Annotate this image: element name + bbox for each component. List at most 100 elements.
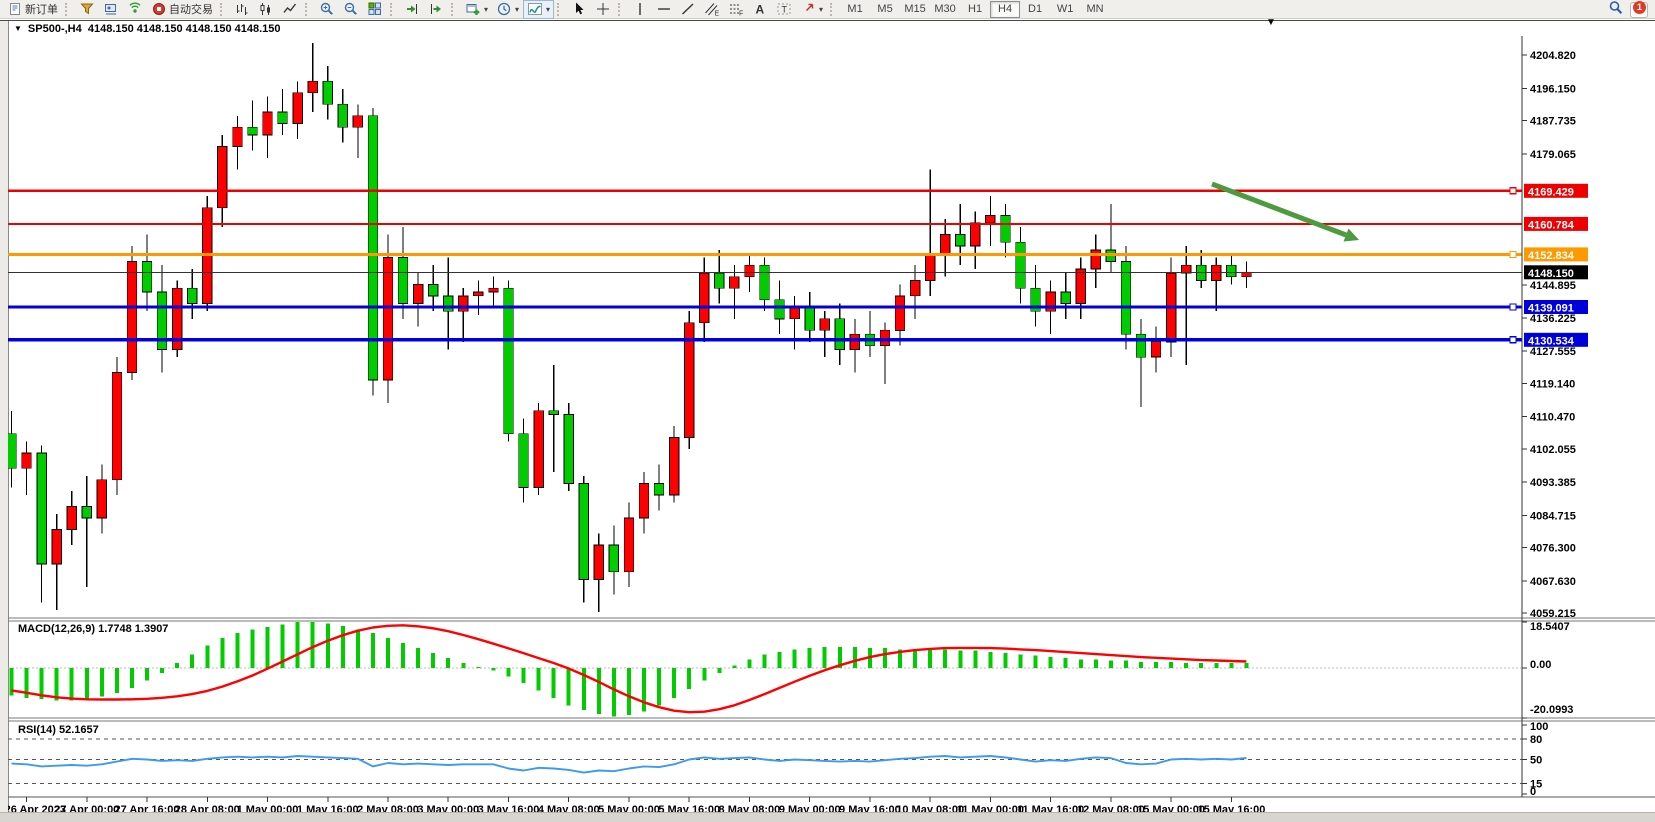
bull-candle: [1211, 264, 1222, 281]
tile-windows-button[interactable]: [363, 0, 387, 19]
arrow-head: [1343, 228, 1360, 242]
indicators-button[interactable]: ▾: [523, 0, 555, 19]
cursor-button[interactable]: [567, 0, 591, 19]
chart-bars-button[interactable]: [230, 0, 254, 19]
zoom-out-button[interactable]: [339, 0, 363, 19]
search-icon: [1609, 0, 1623, 14]
bear-candle: [1135, 333, 1147, 358]
chevron-down-icon[interactable]: ▾: [484, 4, 489, 14]
navigator-button[interactable]: [123, 0, 147, 19]
bull-candle: [894, 295, 906, 331]
bear-candle: [277, 111, 288, 124]
toolbar-separator: [451, 2, 457, 16]
fibonacci-button[interactable]: F: [724, 0, 748, 19]
axis-label: 50: [1530, 755, 1542, 767]
candles-group: [8, 43, 1252, 612]
chart-line-button[interactable]: [278, 0, 302, 19]
chevron-down-icon[interactable]: ▾: [515, 4, 520, 14]
periods-button[interactable]: ▾: [492, 0, 523, 19]
channel-button[interactable]: E: [700, 0, 724, 19]
new-chart-button[interactable]: ▾: [461, 0, 492, 19]
bull-candle: [1241, 271, 1252, 278]
new-order-button[interactable]: 新订单: [3, 0, 62, 19]
time-label: 9 May 00:00: [779, 804, 841, 812]
crosshair-button[interactable]: [591, 0, 615, 19]
chart-title-bar: ▼ SP500-,H4 4148.150 4148.150 4148.150 4…: [9, 21, 1655, 36]
bear-candle: [36, 452, 47, 565]
notification-button[interactable]: 1: [1630, 1, 1648, 18]
collapse-triangle-icon[interactable]: ▼: [14, 24, 22, 33]
trend-arrow-object[interactable]: [1211, 181, 1360, 242]
timeframe-mn-button[interactable]: MN: [1086, 2, 1104, 15]
bull-candle: [1150, 341, 1162, 358]
data-window-button[interactable]: [99, 0, 123, 19]
timeframe-m30-button[interactable]: M30: [934, 2, 956, 15]
timeframe-m1-button[interactable]: M1: [847, 2, 863, 15]
axis-label: 4093.385: [1530, 477, 1576, 489]
price-axis[interactable]: 4204.820 4196.150 4187.735 4179.065 4144.895…: [1522, 50, 1588, 798]
line-handle[interactable]: [1509, 187, 1517, 195]
svg-text:T: T: [782, 5, 788, 15]
line-handle[interactable]: [1509, 250, 1517, 258]
price-label-box: [1524, 247, 1588, 262]
bear-candle: [518, 433, 529, 488]
axis-label: 0: [1530, 786, 1536, 798]
trendline-button[interactable]: [676, 0, 700, 19]
time-label: 15 May 00:00: [1137, 804, 1205, 812]
auto-scroll-button[interactable]: [400, 0, 424, 19]
search-button[interactable]: [1608, 0, 1624, 19]
time-label: 11 May 00:00: [957, 804, 1024, 812]
market-watch-button[interactable]: [75, 0, 99, 19]
autotrading-button-label: 自动交易: [169, 4, 213, 16]
text-button[interactable]: A: [748, 0, 772, 19]
bull-candle: [111, 372, 123, 481]
chart-canvas[interactable]: 4204.820 4196.150 4187.735 4179.065 4144.895…: [8, 36, 1655, 812]
vertical-line-button[interactable]: [628, 0, 652, 19]
rsi-panel[interactable]: [8, 738, 1522, 785]
bear-candle: [367, 115, 379, 381]
line-handle[interactable]: [1509, 303, 1517, 311]
text-label-button[interactable]: T: [772, 0, 796, 19]
bear-candle: [1000, 214, 1011, 243]
axis-label: 4144.895: [1530, 280, 1576, 292]
horizontal-line-button[interactable]: [652, 0, 676, 19]
main-price-panel[interactable]: [8, 43, 1252, 612]
bull-candle: [940, 234, 951, 255]
bull-candle: [292, 92, 303, 124]
autotrading-button[interactable]: 自动交易: [147, 0, 217, 19]
price-label-text: 4148.150: [1528, 268, 1574, 280]
bull-candle: [458, 295, 469, 312]
chart-candles-button[interactable]: [254, 0, 278, 19]
timeframe-m15-button[interactable]: M15: [904, 2, 926, 15]
window-frame-top: [0, 20, 1655, 21]
timeframe-w1-button[interactable]: W1: [1056, 2, 1074, 15]
bull-candle: [910, 280, 921, 297]
arrows-button[interactable]: ▾: [796, 0, 827, 19]
timeframe-h1-button[interactable]: H1: [968, 2, 983, 15]
timeframe-m5-button[interactable]: M5: [877, 2, 893, 15]
timeframe-d1-button[interactable]: D1: [1028, 2, 1043, 15]
bear-candle: [1226, 264, 1237, 278]
vline-icon: [639, 3, 641, 15]
chart-shift-button[interactable]: [424, 0, 448, 19]
window-left-margin: [0, 21, 8, 812]
macd-panel[interactable]: [8, 622, 1522, 717]
line-handle[interactable]: [1509, 336, 1517, 344]
timeframe-h4-button[interactable]: H4: [990, 0, 1021, 18]
chevron-down-icon[interactable]: ▾: [546, 4, 551, 14]
chart-candles-icon: [260, 3, 270, 15]
bear-candle: [1196, 264, 1207, 281]
bear-candle: [503, 287, 514, 435]
bull-candle: [669, 437, 680, 496]
axis-label: 15: [1530, 779, 1542, 791]
bear-candle: [1060, 291, 1071, 304]
bull-candle: [382, 257, 394, 381]
axis-label: 0.00: [1530, 659, 1551, 671]
zoom-in-button[interactable]: [315, 0, 339, 19]
chevron-down-icon[interactable]: ▾: [819, 4, 824, 14]
chart-menu-icon[interactable]: ▼: [1266, 17, 1276, 28]
bear-candle: [337, 103, 349, 128]
bull-candle: [171, 287, 183, 350]
